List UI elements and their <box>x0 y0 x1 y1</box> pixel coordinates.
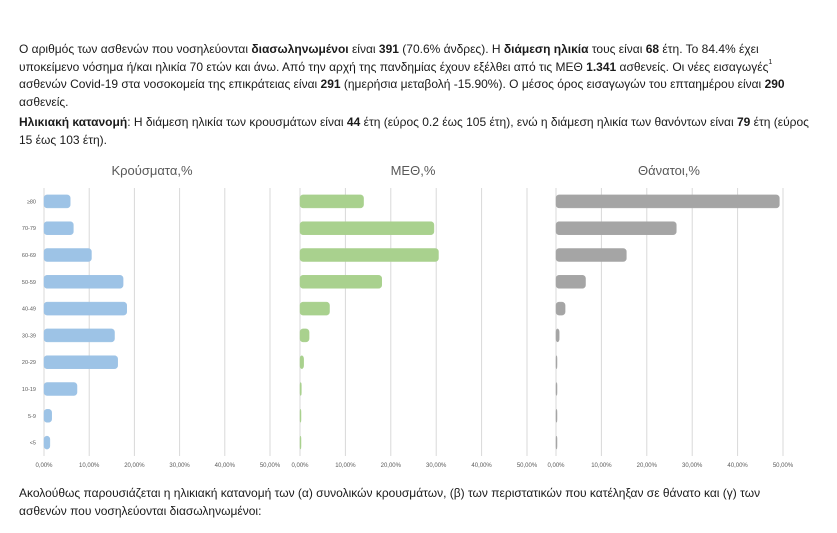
bar <box>555 248 627 262</box>
chart-title: ΜΕΘ,% <box>391 163 436 178</box>
bar <box>299 194 364 209</box>
p1-text: είναι <box>348 42 379 56</box>
bar <box>555 328 560 343</box>
bar <box>299 328 310 343</box>
chart-title: Κρούσματα,% <box>111 163 193 178</box>
age-distribution-paragraph: Ηλικιακή κατανομή: Η διάμεση ηλικία των … <box>19 114 809 149</box>
intubated-term: διασωληνωμένοι <box>251 42 349 56</box>
bar <box>43 435 51 450</box>
y-category-label: 5-9 <box>28 414 36 420</box>
bar <box>555 275 586 289</box>
bar <box>555 435 558 450</box>
bar <box>299 435 302 450</box>
bar <box>555 301 566 316</box>
bar <box>43 409 52 423</box>
x-tick-label: 0,00% <box>547 463 565 469</box>
median-age-term: διάμεση ηλικία <box>503 42 589 56</box>
icu-summary-paragraph: Ο αριθμός των ασθενών που νοσηλεύονται δ… <box>19 41 809 111</box>
x-tick-label: 50,00% <box>517 463 538 469</box>
bar <box>299 301 330 316</box>
x-tick-label: 30,00% <box>682 463 703 469</box>
p1-text: ασθενών Covid-19 στα νοσοκομεία της επικ… <box>19 77 321 91</box>
x-tick-label: 30,00% <box>169 463 190 469</box>
y-category-label: 10-19 <box>22 387 36 393</box>
bar <box>299 355 304 369</box>
y-category-label: 20-29 <box>22 360 36 366</box>
x-tick-label: 50,00% <box>773 463 794 469</box>
bar <box>43 275 124 289</box>
bar <box>299 409 302 423</box>
bar <box>43 301 127 316</box>
p1-text: (ημερήσια μεταβολή -15.90%). Ο μέσος όρο… <box>340 77 765 91</box>
bar <box>555 221 677 235</box>
y-category-label: 50-59 <box>22 280 36 286</box>
bar <box>43 248 92 262</box>
followup-paragraph: Ακολούθως παρουσιάζεται η ηλικιακή καταν… <box>19 486 761 518</box>
bar <box>43 328 115 343</box>
x-tick-label: 20,00% <box>381 463 402 469</box>
icu-discharged-count: 1.341 <box>586 59 617 74</box>
x-tick-label: 0,00% <box>291 463 309 469</box>
p1-text: (70.6% άνδρες). Η <box>398 42 504 56</box>
new-admissions-count: 291 <box>320 77 341 91</box>
age-distribution-charts: Κρούσματα,% 0,00% 10,00% 20,00% 30,00% 40,00%… <box>22 163 794 469</box>
weekly-average-admissions: 290 <box>764 77 785 91</box>
y-category-label: 60-69 <box>22 253 36 259</box>
cases-median-age: 44 <box>346 115 361 129</box>
x-tick-label: 20,00% <box>637 463 658 469</box>
bar <box>299 221 435 235</box>
bar <box>555 194 780 209</box>
age-distribution-heading: Ηλικιακή κατανομή <box>19 115 128 129</box>
p2-text: έτη (εύρος 15 έως 103 έτη). <box>19 115 809 147</box>
x-tick-label: 10,00% <box>79 463 100 469</box>
x-tick-label: 30,00% <box>426 463 447 469</box>
chart-title: Θάνατοι,% <box>638 163 700 178</box>
p1-text: Ο αριθμός των ασθενών που νοσηλεύονται <box>19 42 252 56</box>
p1-text: τους είναι <box>588 42 646 56</box>
y-category-label: 70-79 <box>22 226 36 232</box>
x-tick-label: 50,00% <box>260 463 281 469</box>
bar <box>555 382 558 396</box>
p1-text: ασθενείς. Οι νέες εισαγωγές <box>616 59 769 74</box>
y-category-label: ≥80 <box>27 199 36 205</box>
p1-text: έτη. Το 84.4% έχει υποκείμενο νόσημα ή/κ… <box>19 42 759 74</box>
bar <box>299 382 302 396</box>
x-tick-label: 40,00% <box>215 463 236 469</box>
x-tick-label: 0,00% <box>35 463 53 469</box>
bar <box>43 382 78 396</box>
bar <box>299 275 382 289</box>
p2-text: έτη (εύρος 0.2 έως 105 έτη), ενώ η διάμε… <box>360 115 737 129</box>
chart-panel: Θάνατοι,% 0,00% 10,00% 20,00% 30,00% 40,00% 50… <box>547 163 793 469</box>
chart-panel: ΜΕΘ,% 0,00% 10,00% 20,00% 30,00% 40,00% 50,00% <box>291 163 537 469</box>
bar <box>43 221 74 235</box>
intubated-count: 391 <box>378 42 399 56</box>
deaths-median-age: 79 <box>736 115 751 129</box>
bar <box>555 355 558 369</box>
bar <box>43 194 71 209</box>
x-tick-label: 40,00% <box>471 463 492 469</box>
p2-text: : Η διάμεση ηλικία των κρουσμάτων είναι <box>127 115 347 129</box>
x-tick-label: 10,00% <box>335 463 356 469</box>
y-category-label: 30-39 <box>22 333 36 339</box>
median-age-value: 68 <box>645 42 660 56</box>
x-tick-label: 40,00% <box>727 463 748 469</box>
y-category-label: <5 <box>30 441 36 447</box>
p1-text: ασθενείς. <box>19 94 69 109</box>
bar <box>299 248 439 262</box>
bar <box>555 409 558 423</box>
footnote-marker: 1 <box>768 58 773 66</box>
chart-panel: Κρούσματα,% 0,00% 10,00% 20,00% 30,00% 40,00%… <box>22 163 281 469</box>
x-tick-label: 20,00% <box>124 463 145 469</box>
bar <box>43 355 118 369</box>
x-tick-label: 10,00% <box>591 463 612 469</box>
y-category-label: 40-49 <box>22 307 36 313</box>
